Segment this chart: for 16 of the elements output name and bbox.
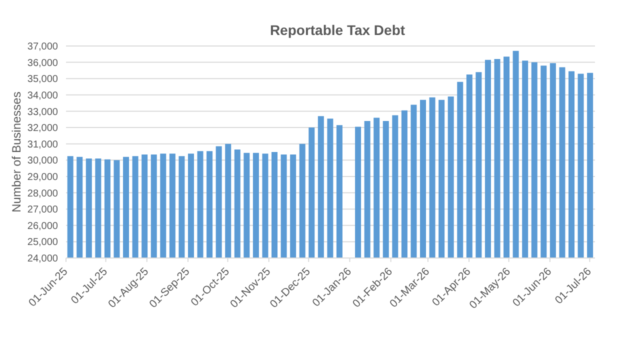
y-tick-label: 36,000 [27,58,58,69]
y-axis-title: Number of Businesses [9,92,24,212]
y-tick-label: 27,000 [27,204,58,216]
y-tick-label: 24,000 [27,254,58,265]
y-tick-label: 35,000 [27,74,58,86]
y-tick-label: 28,000 [27,188,58,200]
y-tick-label: 31,000 [27,139,58,150]
y-tick-label: 34,000 [27,90,58,102]
y-tick-label: 30,000 [27,156,58,167]
y-tick-label: 33,000 [27,106,58,118]
y-tick-label: 29,000 [27,172,58,184]
chart-title: Reportable Tax Debt [268,22,406,38]
y-tick-label: 37,000 [27,42,58,53]
y-tick-label: 26,000 [27,220,58,232]
y-tick-label: 25,000 [27,237,58,248]
y-tick-label: 32,000 [27,123,58,134]
